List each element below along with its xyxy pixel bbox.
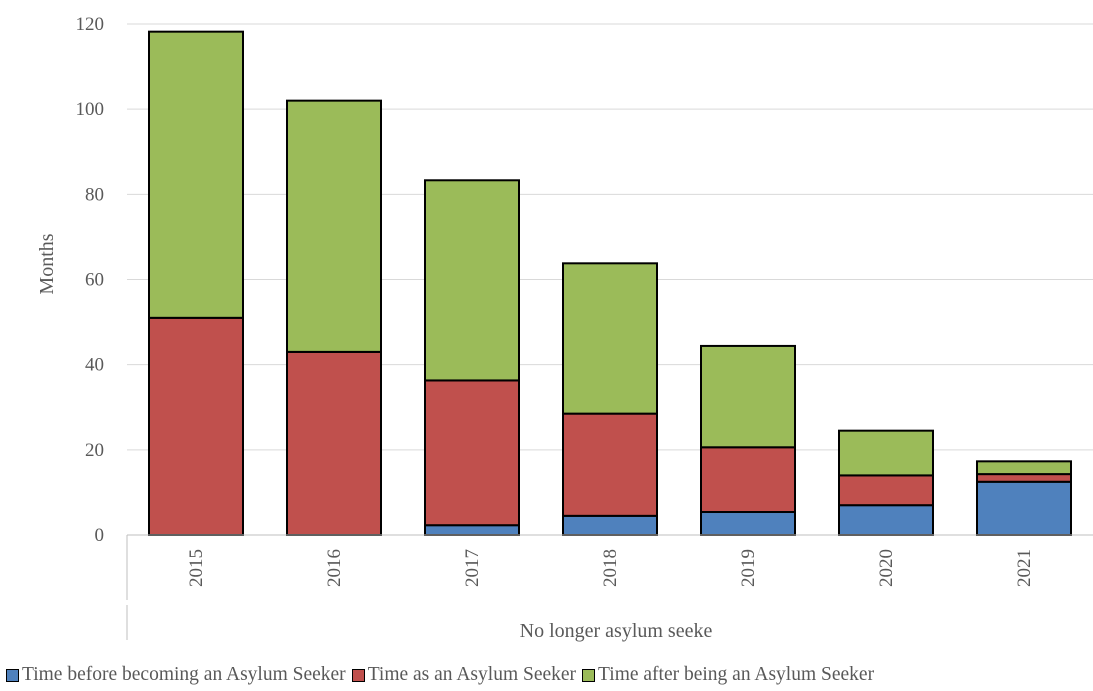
y-tick-label-20: 20 xyxy=(85,440,104,461)
bar-2017-series-1 xyxy=(424,379,520,527)
bar-2019-series-1 xyxy=(700,446,796,514)
bar-2021-series-0 xyxy=(976,480,1072,537)
legend-swatch-before xyxy=(6,668,19,682)
bar-2016-series-1 xyxy=(286,350,382,536)
legend-swatch-as xyxy=(351,668,365,682)
bar-2018-series-0 xyxy=(562,514,658,537)
bar-2017-series-2 xyxy=(424,179,520,382)
legend: Time before becoming an Asylum Seeker Ti… xyxy=(6,664,1093,686)
x-tick-label-2016: 2016 xyxy=(324,549,345,587)
legend-label-as: Time as an Asylum Seeker xyxy=(367,664,577,685)
y-tick-label-80: 80 xyxy=(85,184,104,205)
legend-item-as: Time as an Asylum Seeker xyxy=(351,664,577,686)
y-tick-labels: 0 20 40 60 80 100 120 xyxy=(76,14,105,546)
x-tick-label-2020: 2020 xyxy=(876,549,897,587)
stacked-bar-chart: 0 20 40 60 80 100 120 2015 2016 2017 2018 2019 2020… xyxy=(36,14,1093,642)
legend-item-before: Time before becoming an Asylum Seeker xyxy=(6,664,346,686)
bar-2020-series-0 xyxy=(838,504,934,537)
bar-2015-series-2 xyxy=(148,30,244,319)
legend-label-after: Time after being an Asylum Seeker xyxy=(598,664,875,685)
x-tick-label-2015: 2015 xyxy=(186,549,207,587)
bar-2020-series-2 xyxy=(838,429,934,477)
legend-swatch-after xyxy=(582,668,596,682)
x-tick-label-2019: 2019 xyxy=(738,549,759,587)
x-tick-label-2021: 2021 xyxy=(1014,549,1035,587)
y-tick-label-60: 60 xyxy=(85,270,104,291)
y-tick-label-0: 0 xyxy=(95,525,105,546)
bar-2016-series-2 xyxy=(286,99,382,353)
bar-2018-series-2 xyxy=(562,262,658,415)
x-tick-labels: 2015 2016 2017 2018 2019 2020 2021 xyxy=(186,549,1035,587)
y-tick-label-100: 100 xyxy=(76,99,105,120)
y-axis-title: Months xyxy=(36,233,58,294)
legend-item-after: Time after being an Asylum Seeker xyxy=(582,664,874,686)
y-tick-label-120: 120 xyxy=(76,14,105,35)
bar-2019-series-2 xyxy=(700,344,796,449)
bar-group xyxy=(148,30,1072,537)
bar-2018-series-1 xyxy=(562,412,658,517)
bar-2017-series-0 xyxy=(424,524,520,536)
bar-2020-series-1 xyxy=(838,474,934,507)
legend-label-before: Time before becoming an Asylum Seeker xyxy=(22,664,346,685)
bar-2015-series-1 xyxy=(148,316,244,537)
bar-2021-series-1 xyxy=(976,473,1072,483)
bar-2019-series-0 xyxy=(700,511,796,537)
axes xyxy=(126,534,1093,640)
y-tick-label-40: 40 xyxy=(85,355,104,376)
x-axis-title: No longer asylum seeke xyxy=(520,620,713,642)
bar-2021-series-2 xyxy=(976,460,1072,476)
x-tick-label-2017: 2017 xyxy=(462,549,483,587)
x-tick-label-2018: 2018 xyxy=(600,549,621,587)
